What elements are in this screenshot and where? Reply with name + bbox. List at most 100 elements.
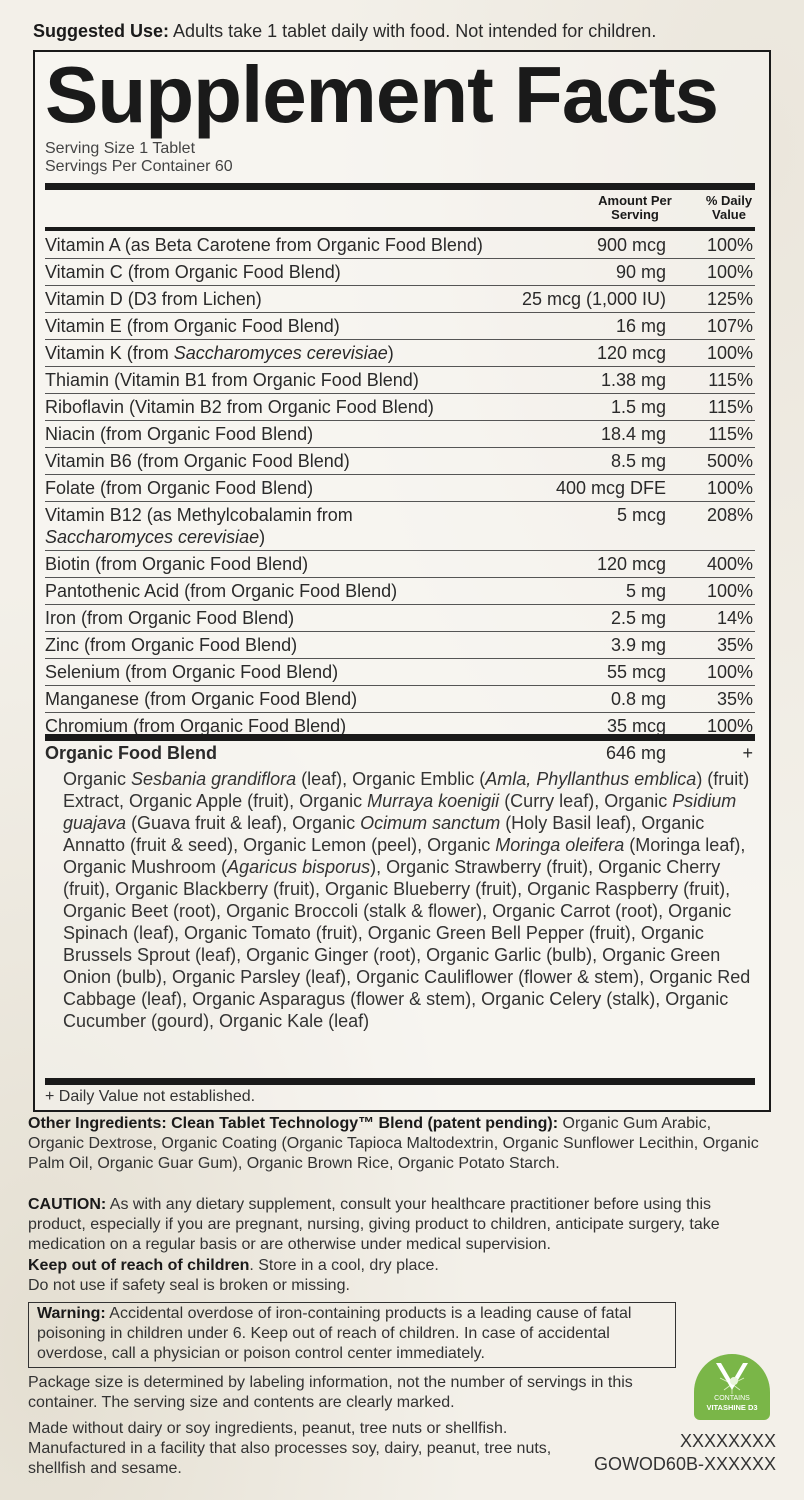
nutrient-row: Riboflavin (Vitamin B2 from Organic Food… <box>45 394 755 421</box>
nutrient-row: Iron (from Organic Food Blend) 2.5 mg 14% <box>45 605 755 632</box>
nutrient-row: Biotin (from Organic Food Blend) 120 mcg 4… <box>45 551 755 578</box>
nutrient-name: Vitamin B12 (as Methylcobalamin from Sac… <box>45 504 365 548</box>
text-segment: Vitamin B12 (as Methylcobalamin from <box>45 505 353 525</box>
text-segment: Folate (from Organic Food Blend) <box>45 478 314 498</box>
nutrient-row: Vitamin C (from Organic Food Blend) 90 mg… <box>45 259 755 286</box>
nutrient-amount: 5 mcg <box>616 505 666 525</box>
header-amount: Amount Per Serving <box>598 193 672 222</box>
nutrient-name: Zinc (from Organic Food Blend) <box>45 634 535 656</box>
product-code: GOWOD60B-XXXXXX <box>593 1454 776 1474</box>
nutrient-name: Riboflavin (Vitamin B2 from Organic Food… <box>45 396 535 418</box>
nutrient-amount: 3.9 mg <box>610 635 666 655</box>
text-segment: Pantothenic Acid (from Organic Food Blen… <box>45 581 398 601</box>
text-segment: (Moringa leaf), Organic Mushroom ( <box>63 835 746 877</box>
text-segment: ) (fruit) Extract, Organic Apple (fruit)… <box>63 769 750 811</box>
other-ingredients-label: Other Ingredients: Clean Tablet Technolo… <box>28 1115 559 1132</box>
thick-divider <box>45 734 755 741</box>
nutrient-amount: 35 mcg <box>606 716 666 736</box>
storage-note: Keep out of reach of children. Store in … <box>28 1256 768 1296</box>
nutrient-amount: 2.5 mg <box>610 608 666 628</box>
suggested-use: Suggested Use: Adults take 1 tablet dail… <box>33 20 656 42</box>
text-segment: Organic <box>63 769 132 789</box>
text-segment: ), Organic Strawberry (fruit), Organic C… <box>63 857 751 1031</box>
header-divider <box>45 227 755 231</box>
text-segment: Vitamin D (D3 from Lichen) <box>45 289 262 309</box>
nutrient-amount: 400 mcg DFE <box>555 478 666 498</box>
serving-info: Serving Size 1 Tablet Servings Per Conta… <box>45 140 233 176</box>
nutrient-row: Manganese (from Organic Food Blend) 0.8 m… <box>45 686 755 713</box>
nutrient-name: Pantothenic Acid (from Organic Food Blen… <box>45 580 535 602</box>
nutrient-daily-value: 100% <box>706 262 753 282</box>
nutrient-daily-value: 100% <box>706 716 753 736</box>
nutrient-row: Vitamin D (D3 from Lichen) 25 mcg (1,000 … <box>45 286 755 313</box>
nutrient-name: Vitamin C (from Organic Food Blend) <box>45 261 535 283</box>
nutrient-daily-value: 100% <box>706 662 753 682</box>
badge-line2: VITASHINE D3 <box>706 1403 758 1412</box>
nutrient-daily-value: 35% <box>716 689 753 709</box>
text-segment: Chromium (from Organic Food Blend) <box>45 716 347 736</box>
organic-food-blend-row: Organic Food Blend 646 mg + <box>45 742 755 764</box>
blend-name: Organic Food Blend <box>45 743 218 763</box>
nutrient-daily-value: 115% <box>708 397 753 417</box>
nutrient-daily-value: 115% <box>708 370 753 390</box>
caution: CAUTION: As with any dietary supplement,… <box>28 1195 768 1255</box>
text-segment: (Curry leaf), Organic <box>499 791 673 811</box>
blend-ingredients: Organic Sesbania grandiflora (leaf), Org… <box>63 768 755 1032</box>
vitashine-d3-badge: CONTAINS VITASHINE D3 <box>694 1354 770 1420</box>
nutrient-daily-value: 208% <box>706 505 753 525</box>
nutrient-daily-value: 100% <box>706 581 753 601</box>
badge-line1: CONTAINS <box>714 1395 750 1402</box>
text-segment: Vitamin C (from Organic Food Blend) <box>45 262 341 282</box>
other-ingredients: Other Ingredients: Clean Tablet Technolo… <box>28 1114 768 1174</box>
nutrient-row: Vitamin B12 (as Methylcobalamin from Sac… <box>45 502 755 551</box>
nutrient-row: Zinc (from Organic Food Blend) 3.9 mg 35% <box>45 632 755 659</box>
text-segment: Ocimum sanctum <box>360 813 501 833</box>
v-sunburst-icon <box>716 1363 748 1394</box>
text-segment: ) <box>387 343 394 363</box>
storage-text: . Store in a cool, dry place. <box>249 1257 439 1274</box>
nutrient-amount: 120 mcg <box>596 554 666 574</box>
iron-warning-box: Warning: Accidental overdose of iron-con… <box>28 1302 676 1368</box>
nutrient-table: Vitamin A (as Beta Carotene from Organic… <box>45 232 755 739</box>
nutrient-daily-value: 100% <box>706 343 753 363</box>
nutrient-name: Vitamin E (from Organic Food Blend) <box>45 315 535 337</box>
nutrient-name: Thiamin (Vitamin B1 from Organic Food Bl… <box>45 369 535 391</box>
nutrient-name: Selenium (from Organic Food Blend) <box>45 661 535 683</box>
nutrient-amount: 1.5 mg <box>610 397 666 417</box>
supplement-facts-panel: Supplement Facts Serving Size 1 Tablet S… <box>33 50 771 1112</box>
nutrient-row: Folate (from Organic Food Blend) 400 mcg … <box>45 475 755 502</box>
nutrient-row: Pantothenic Acid (from Organic Food Blen… <box>45 578 755 605</box>
servings-per-container: Servings Per Container 60 <box>45 158 233 175</box>
nutrient-row: Vitamin B6 (from Organic Food Blend) 8.5 … <box>45 448 755 475</box>
blend-amount: 646 mg <box>605 743 666 763</box>
text-segment: Selenium (from Organic Food Blend) <box>45 662 339 682</box>
text-segment: Iron (from Organic Food Blend) <box>45 608 295 628</box>
nutrient-name: Vitamin K (from Saccharomyces cerevisiae… <box>45 342 535 364</box>
keep-out-label: Keep out of reach of children <box>28 1257 250 1274</box>
nutrient-daily-value: 100% <box>706 235 753 255</box>
nutrient-row: Selenium (from Organic Food Blend) 55 mcg… <box>45 659 755 686</box>
nutrient-daily-value: 100% <box>706 478 753 498</box>
text-segment: Thiamin (Vitamin B1 from Organic Food Bl… <box>45 370 419 390</box>
serving-size: Serving Size 1 Tablet <box>45 140 196 157</box>
suggested-use-text: Adults take 1 tablet daily with food. No… <box>169 21 657 41</box>
text-segment: Sesbania grandiflora <box>131 769 297 789</box>
warning-text: Accidental overdose of iron-containing p… <box>37 1305 632 1362</box>
nutrient-row: Thiamin (Vitamin B1 from Organic Food Bl… <box>45 367 755 394</box>
text-segment: Vitamin K (from <box>45 343 174 363</box>
nutrient-row: Vitamin K (from Saccharomyces cerevisiae… <box>45 340 755 367</box>
safety-seal-text: Do not use if safety seal is broken or m… <box>28 1277 350 1294</box>
nutrient-name: Folate (from Organic Food Blend) <box>45 477 535 499</box>
text-segment: Saccharomyces cerevisiae <box>173 343 388 363</box>
nutrient-daily-value: 14% <box>716 608 753 628</box>
text-segment: (Guava fruit & leaf), Organic <box>126 813 361 833</box>
text-segment: Manganese (from Organic Food Blend) <box>45 689 358 709</box>
text-segment: Psidium guajava <box>63 791 737 833</box>
text-segment: Zinc (from Organic Food Blend) <box>45 635 298 655</box>
text-segment: Moringa oleifera <box>495 835 625 855</box>
nutrient-name: Chromium (from Organic Food Blend) <box>45 715 535 737</box>
dv-footnote: + Daily Value not established. <box>45 1088 256 1105</box>
nutrient-row: Niacin (from Organic Food Blend) 18.4 mg 1… <box>45 421 755 448</box>
text-segment: (leaf), Organic Emblic ( <box>296 769 486 789</box>
